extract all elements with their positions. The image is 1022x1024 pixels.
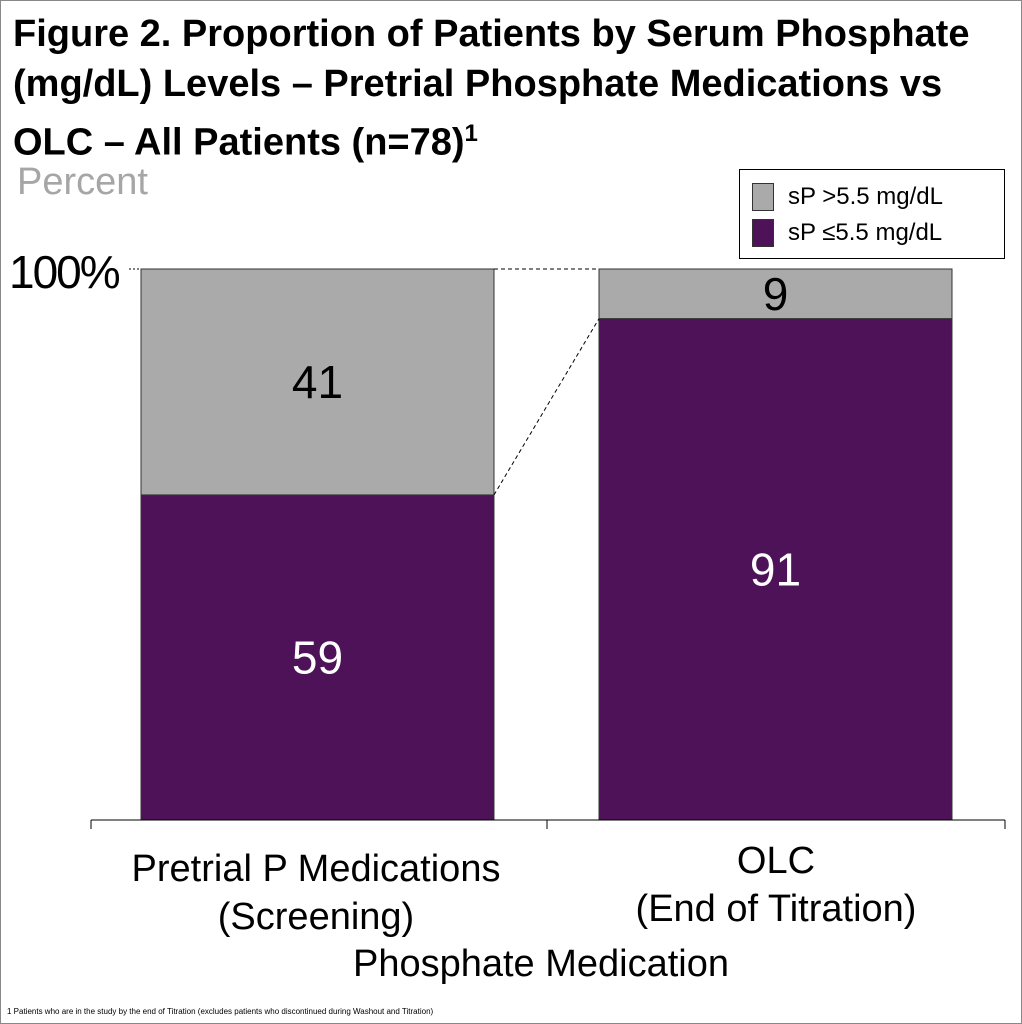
x-tick-label: Pretrial P Medications (Screening) [131,848,501,938]
bar-segment [140,494,495,821]
legend-item: sP ≤5.5 mg/dL [752,218,942,248]
data-label: 41 [292,356,343,408]
legend: sP >5.5 mg/dL sP ≤5.5 mg/dL [739,169,1005,259]
data-label: 91 [750,543,801,595]
chart-title: Figure 2. Proportion of Patients by Seru… [13,13,970,164]
legend-swatch [752,183,774,211]
bar-segment [598,268,953,320]
bar-segment [598,318,953,821]
y-tick-label: 100% [9,246,121,298]
legend-swatch [752,219,774,247]
x-tick-label: OLC (End of Titration) [635,840,917,930]
x-axis-title: Phosphate Medication [352,943,730,985]
connector-line [493,318,600,496]
footnote: 1 Patients who are in the study by the e… [7,1007,434,1016]
legend-item: sP >5.5 mg/dL [752,182,943,212]
y-axis-label: Percent [17,161,148,203]
bar-segment [140,268,495,496]
data-label: 59 [292,631,343,683]
data-label: 9 [763,268,789,320]
